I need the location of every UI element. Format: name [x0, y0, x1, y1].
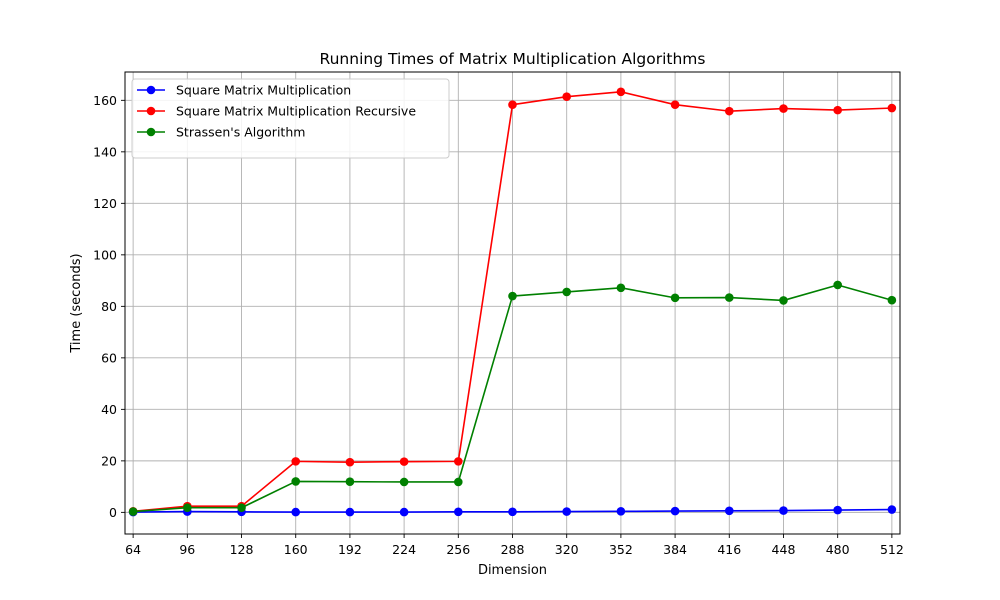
ticks: 64 96 128 160 192 224 256 288 320 352 384 416 448 480… [93, 93, 904, 557]
y-tick-label: 40 [101, 402, 117, 417]
data-point [291, 457, 301, 466]
series-group [128, 280, 897, 516]
data-point [616, 87, 626, 97]
y-tick-label: 60 [101, 350, 117, 365]
x-tick-label: 256 [446, 542, 470, 557]
data-point [887, 505, 897, 514]
y-tick-label: 0 [109, 505, 117, 520]
data-point [508, 100, 517, 110]
data-point [670, 293, 680, 303]
data-point [779, 104, 788, 113]
data-point [670, 506, 680, 516]
legend-marker [146, 85, 156, 95]
y-tick-label: 160 [93, 93, 117, 108]
y-tick-label: 140 [93, 144, 117, 159]
data-point [291, 477, 301, 486]
data-point [399, 457, 409, 466]
data-point [291, 507, 301, 517]
data-point [724, 106, 734, 116]
x-tick-label: 416 [717, 542, 741, 557]
data-point [237, 503, 246, 513]
x-tick-label: 160 [284, 542, 308, 557]
data-point [399, 477, 409, 487]
data-point [454, 507, 463, 517]
data-point [345, 457, 355, 467]
y-tick-label: 20 [101, 453, 117, 468]
y-tick-label: 80 [101, 299, 117, 314]
y-tick-label: 100 [93, 247, 117, 262]
data-point [128, 507, 138, 516]
data-point [833, 505, 842, 515]
data-point [779, 506, 788, 515]
x-tick-label: 480 [826, 542, 850, 557]
data-point [508, 291, 517, 301]
series-group [128, 87, 897, 516]
legend-box [131, 78, 450, 159]
data-point [724, 506, 734, 516]
data-point [670, 100, 680, 110]
x-axis-label: Dimension [478, 563, 547, 578]
x-tick-label: 512 [880, 542, 904, 557]
x-tick-label: 224 [392, 542, 416, 557]
legend: Square Matrix Multiplication Square Matri… [131, 78, 450, 159]
data-point [454, 477, 463, 487]
x-tick-label: 320 [555, 542, 579, 557]
x-tick-label: 352 [609, 542, 633, 557]
x-tick-label: 192 [338, 542, 362, 557]
legend-marker [146, 106, 156, 116]
data-point [616, 283, 626, 293]
data-point [833, 105, 842, 115]
x-tick-label: 96 [179, 542, 195, 557]
x-tick-label: 128 [230, 542, 254, 557]
data-point [183, 503, 192, 513]
x-tick-label: 384 [663, 542, 687, 557]
data-point [833, 280, 842, 290]
data-point [562, 507, 571, 516]
x-tick-label: 288 [501, 542, 525, 557]
x-tick-label: 64 [125, 542, 141, 557]
data-point [724, 293, 734, 302]
data-point [454, 457, 463, 466]
data-point [562, 92, 571, 102]
data-point [345, 477, 355, 487]
data-point [887, 103, 897, 113]
data-point [345, 507, 355, 517]
data-point [508, 507, 517, 517]
legend-label: Square Matrix Multiplication Recursive [176, 104, 416, 119]
y-tick-label: 120 [93, 196, 117, 211]
x-tick-label: 448 [772, 542, 796, 557]
data-point [399, 507, 409, 517]
legend-label: Square Matrix Multiplication [176, 83, 351, 98]
data-point [887, 295, 897, 305]
series-layer [128, 87, 897, 517]
y-axis-label: Time (seconds) [69, 253, 84, 353]
data-point [616, 507, 626, 516]
data-point [562, 287, 571, 297]
data-point [779, 296, 788, 305]
legend-marker [146, 127, 156, 137]
legend-label: Strassen's Algorithm [176, 125, 305, 140]
chart-title: Running Times of Matrix Multiplication A… [320, 50, 706, 68]
